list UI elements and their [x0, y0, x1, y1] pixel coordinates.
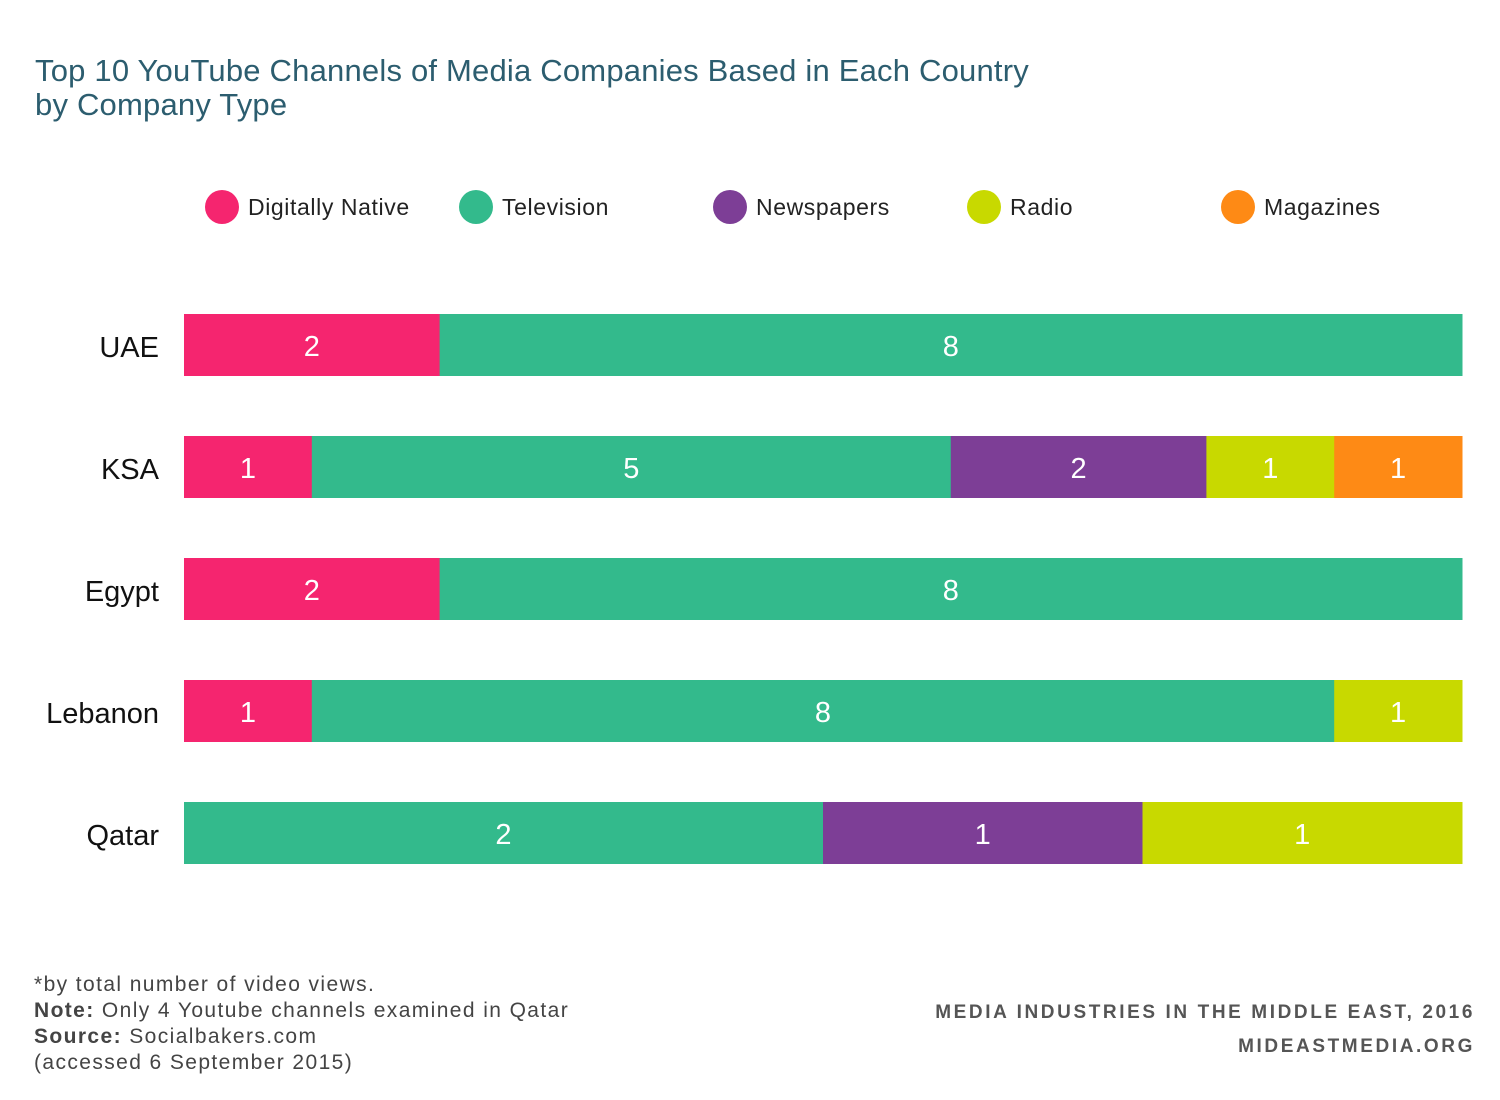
data-label-lebanon-radio: 1 [1390, 697, 1406, 729]
bar-segment-lebanon-television [311, 680, 1335, 742]
bars: UAE 2 8 KSA 1 5 2 1 1 Egypt 2 8 Lebanon 1 8 1 Qatar 2 1 1 [46, 314, 1463, 864]
bar-segment-uae-television [439, 314, 1463, 376]
stacked-bar-chart: Digitally Native Television Newspapers Radi… [46, 190, 1463, 864]
chart-title-line2: by Company Type [35, 87, 288, 122]
legend-label-radio: Radio [1010, 194, 1073, 220]
data-label-ksa-radio: 1 [1262, 453, 1278, 485]
category-label-egypt: Egypt [85, 576, 159, 608]
category-label-qatar: Qatar [86, 820, 159, 852]
bar-segment-qatar-television [184, 802, 824, 864]
bar-segment-ksa-newspapers [950, 436, 1207, 498]
legend-swatch-radio [967, 190, 1001, 224]
footnotes: *by total number of video views. Note: O… [34, 972, 569, 1076]
data-label-egypt-digitally-native: 2 [304, 575, 320, 607]
legend-label-digitally-native: Digitally Native [248, 194, 410, 220]
data-label-uae-television: 8 [943, 331, 959, 363]
chart-title: Top 10 YouTube Channels of Media Compani… [35, 54, 1029, 122]
data-label-uae-digitally-native: 2 [304, 331, 320, 363]
branding: MEDIA INDUSTRIES IN THE MIDDLE EAST, 201… [935, 996, 1475, 1064]
data-label-ksa-digitally-native: 1 [240, 453, 256, 485]
legend-swatch-television [459, 190, 493, 224]
bar-segment-ksa-radio [1206, 436, 1335, 498]
legend-label-television: Television [502, 194, 609, 220]
legend-swatch-digitally-native [205, 190, 239, 224]
legend-label-magazines: Magazines [1264, 194, 1381, 220]
legend-label-newspapers: Newspapers [756, 194, 890, 220]
category-label-ksa: KSA [101, 454, 160, 486]
bar-segment-egypt-television [439, 558, 1463, 620]
category-label-uae: UAE [99, 332, 159, 364]
report-title: MEDIA INDUSTRIES IN THE MIDDLE EAST, 201… [935, 1002, 1475, 1023]
legend-swatch-magazines [1221, 190, 1255, 224]
footnote-note: Note: Only 4 Youtube channels examined i… [34, 998, 569, 1024]
footnote-accessed: (accessed 6 September 2015) [34, 1051, 354, 1074]
category-label-lebanon: Lebanon [46, 698, 159, 730]
bar-segment-lebanon-digitally-native [184, 680, 313, 742]
data-label-egypt-television: 8 [943, 575, 959, 607]
bar-segment-uae-digitally-native [184, 314, 441, 376]
data-label-qatar-radio: 1 [1294, 819, 1310, 851]
data-label-lebanon-digitally-native: 1 [240, 697, 256, 729]
bar-segment-ksa-magazines [1334, 436, 1463, 498]
source-label: Source: [34, 1025, 122, 1048]
data-label-ksa-television: 5 [623, 453, 639, 485]
legend: Digitally Native Television Newspapers Radi… [205, 190, 1381, 224]
data-label-ksa-newspapers: 2 [1071, 453, 1087, 485]
data-label-ksa-magazines: 1 [1390, 453, 1406, 485]
legend-swatch-newspapers [713, 190, 747, 224]
bar-segment-lebanon-radio [1334, 680, 1463, 742]
footnote-source: Source: Socialbakers.com [34, 1024, 569, 1050]
website: MIDEASTMEDIA.ORG [1238, 1036, 1475, 1057]
chart-title-line1: Top 10 YouTube Channels of Media Compani… [35, 53, 1029, 88]
bar-segment-qatar-newspapers [823, 802, 1143, 864]
data-label-lebanon-television: 8 [815, 697, 831, 729]
note-label: Note: [34, 999, 95, 1022]
bar-segment-ksa-digitally-native [184, 436, 313, 498]
footnote-views: *by total number of video views. [34, 973, 376, 996]
note-text: Only 4 Youtube channels examined in Qata… [101, 999, 570, 1022]
bar-segment-qatar-radio [1142, 802, 1463, 864]
data-label-qatar-television: 2 [495, 819, 511, 851]
source-text: Socialbakers.com [129, 1025, 318, 1048]
bar-segment-egypt-digitally-native [184, 558, 441, 620]
data-label-qatar-newspapers: 1 [975, 819, 991, 851]
bar-segment-ksa-television [311, 436, 952, 498]
